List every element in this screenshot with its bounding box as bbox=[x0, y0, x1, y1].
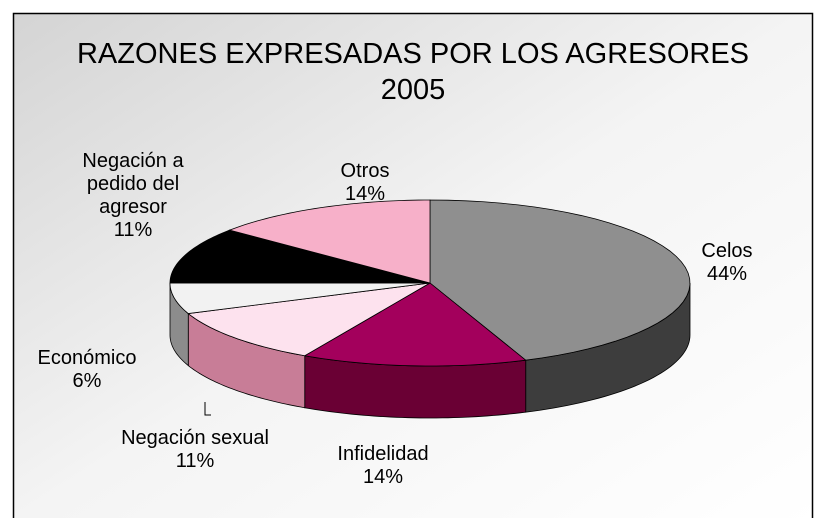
value-label: 44% bbox=[706, 263, 748, 285]
value-label: 14% bbox=[362, 466, 404, 488]
leader-line bbox=[204, 402, 211, 416]
slice bbox=[187, 282, 431, 357]
slice bbox=[228, 199, 431, 284]
category-label: Celos bbox=[701, 240, 753, 262]
slice bbox=[169, 282, 431, 314]
category-label: Negación a pedido del agresor bbox=[82, 150, 184, 218]
category-label: Otros bbox=[340, 160, 390, 182]
value-label: 6% bbox=[72, 370, 102, 392]
value-label: 11% bbox=[175, 450, 215, 472]
slice bbox=[429, 199, 691, 361]
value-label: 14% bbox=[344, 183, 386, 205]
category-label: Económico bbox=[37, 347, 137, 369]
slice bbox=[303, 282, 527, 367]
value-label: 11% bbox=[113, 219, 153, 241]
category-label: Infidelidad bbox=[337, 443, 429, 465]
chart-title: RAZONES EXPRESADAS POR LOS AGRESORES bbox=[76, 38, 750, 70]
slice bbox=[169, 229, 431, 284]
chart-subtitle: 2005 bbox=[380, 74, 446, 106]
category-label: Negación sexual bbox=[121, 427, 269, 449]
